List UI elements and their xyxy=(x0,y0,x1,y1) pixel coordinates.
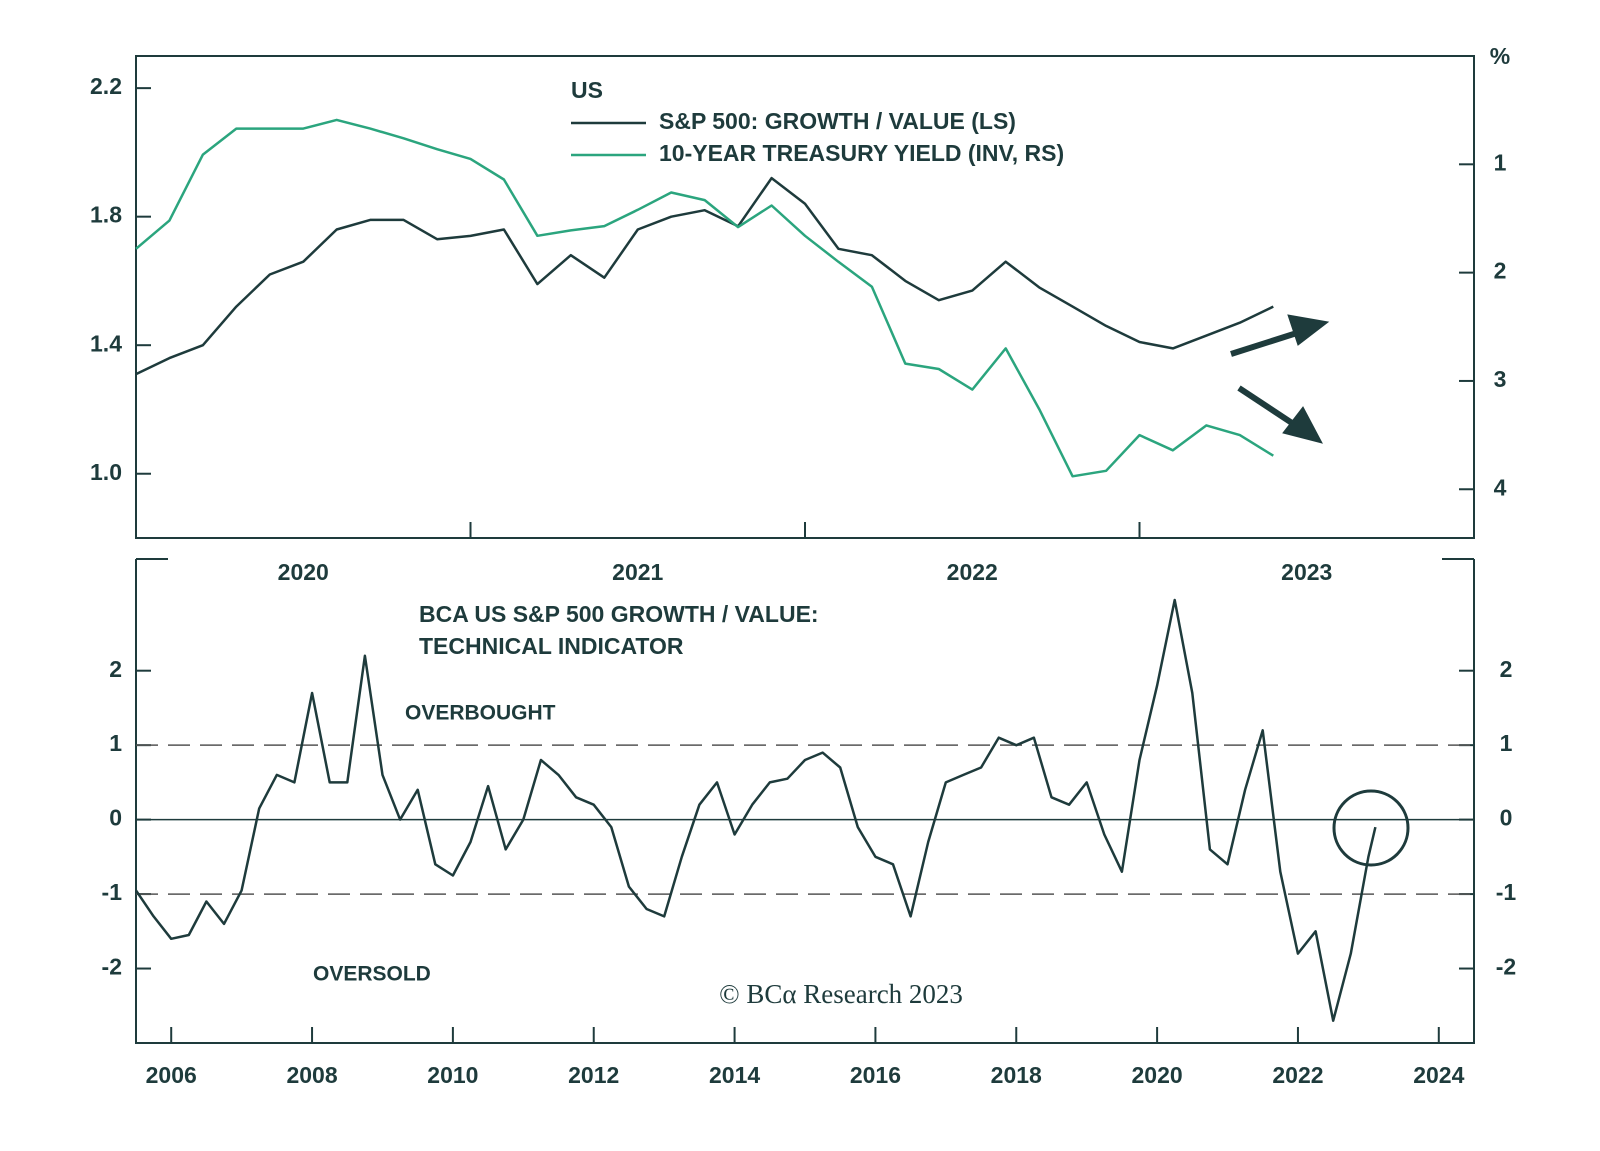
series-line xyxy=(135,176,1274,376)
down-arrow xyxy=(1237,385,1297,428)
y-tick-label-right: -2 xyxy=(1496,954,1516,980)
y-tick-label: 1 xyxy=(109,730,122,756)
y-tick-label: 2 xyxy=(109,656,122,682)
legend-label: S&P 500: GROWTH / VALUE (LS) xyxy=(659,108,1016,134)
y2-tick-label: 4 xyxy=(1494,474,1507,500)
y-tick-label: 0 xyxy=(109,805,122,831)
y2-tick-label: 3 xyxy=(1494,366,1507,392)
bottom-title: BCA US S&P 500 GROWTH / VALUE: xyxy=(419,601,819,627)
y2-tick-label: 1 xyxy=(1494,149,1507,175)
y-tick-label: -1 xyxy=(102,879,123,905)
y2-unit: % xyxy=(1490,43,1510,69)
y-tick-label: 1.4 xyxy=(90,330,122,356)
highlight-circle xyxy=(1332,789,1410,867)
reference-label: OVERBOUGHT xyxy=(405,702,556,725)
series-line xyxy=(134,598,1377,1022)
x-tick-label: 2012 xyxy=(568,1062,619,1088)
y2-tick-label: 2 xyxy=(1494,258,1507,284)
reference-label: OVERSOLD xyxy=(313,963,431,986)
source: © BCα Research 2023 xyxy=(719,979,963,1009)
y-tick-label-right: 2 xyxy=(1500,656,1513,682)
series-line xyxy=(135,118,1274,478)
x-tick-label: 2020 xyxy=(1132,1062,1183,1088)
y-tick-label: 1.8 xyxy=(90,202,122,228)
x-tick-label: 2008 xyxy=(286,1062,337,1088)
y-tick-label-right: 1 xyxy=(1500,730,1513,756)
y-tick-label: -2 xyxy=(102,954,122,980)
x-tick-label: 2014 xyxy=(709,1062,760,1088)
y-tick-label: 1.0 xyxy=(90,459,122,485)
down-arrow-head xyxy=(1282,406,1323,444)
up-arrow xyxy=(1230,329,1301,357)
legend-label: 10-YEAR TREASURY YIELD (INV, RS) xyxy=(659,140,1064,166)
period-label: 2022 xyxy=(947,559,998,585)
y-tick-label-right: -1 xyxy=(1496,879,1517,905)
period-label: 2023 xyxy=(1281,559,1332,585)
x-tick-label: 2018 xyxy=(991,1062,1042,1088)
period-label: 2020 xyxy=(278,559,329,585)
top-title: US xyxy=(571,77,603,103)
bottom-title: TECHNICAL INDICATOR xyxy=(419,633,684,659)
y-tick-label: 2.2 xyxy=(90,73,122,99)
x-tick-label: 2024 xyxy=(1413,1062,1464,1088)
x-tick-label: 2010 xyxy=(427,1062,478,1088)
y-tick-label-right: 0 xyxy=(1500,805,1513,831)
x-tick-label: 2022 xyxy=(1272,1062,1323,1088)
up-arrow-head xyxy=(1287,314,1330,346)
x-tick-label: 2006 xyxy=(146,1062,197,1088)
period-label: 2021 xyxy=(612,559,663,585)
bottom-frame xyxy=(135,558,1475,1044)
x-tick-label: 2016 xyxy=(850,1062,901,1088)
arrows xyxy=(1230,314,1330,444)
